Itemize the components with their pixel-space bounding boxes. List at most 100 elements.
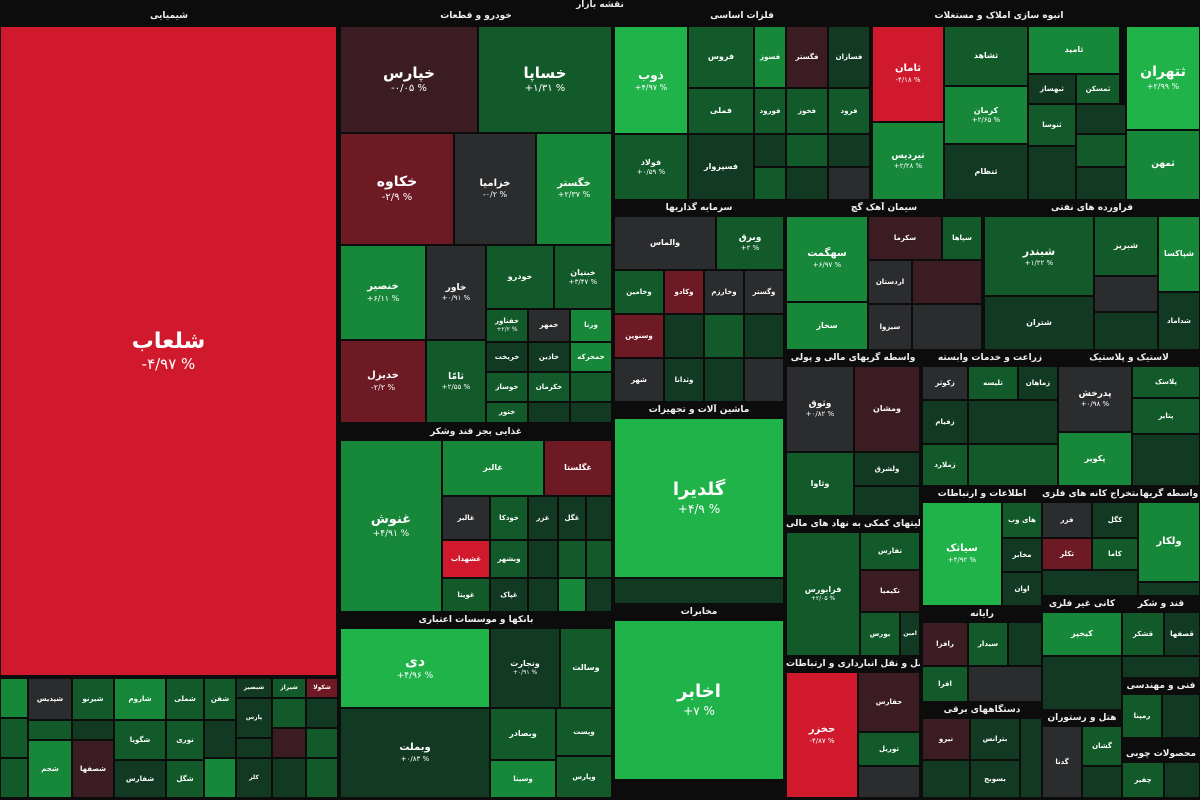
- stock-tile-t129[interactable]: شیرنو: [72, 678, 114, 720]
- stock-tile-t77[interactable]: گلدیرا +۴/۹ %: [614, 418, 784, 578]
- stock-tile-t89[interactable]: سیاتک +۴/۹۲ %: [922, 502, 1002, 606]
- minor-stock-tile[interactable]: [968, 666, 1042, 702]
- minor-stock-tile[interactable]: [754, 167, 786, 200]
- minor-stock-tile[interactable]: [1020, 718, 1042, 798]
- minor-stock-tile[interactable]: [1076, 104, 1126, 134]
- stock-tile-t68[interactable]: زکوثر: [922, 366, 968, 400]
- stock-tile-t41[interactable]: ثنظام: [944, 144, 1028, 200]
- stock-tile-t37[interactable]: کرمان +۲/۶۵ %: [944, 86, 1028, 144]
- stock-tile-t131[interactable]: شملی: [166, 678, 204, 720]
- stock-tile-t80[interactable]: غگلستا: [544, 440, 612, 496]
- minor-stock-tile[interactable]: [586, 578, 612, 612]
- stock-tile-t50[interactable]: وسنوین: [614, 314, 664, 358]
- stock-tile-t51[interactable]: شهر: [614, 358, 664, 402]
- stock-tile-t135[interactable]: شکولا: [306, 678, 338, 698]
- stock-tile-t93[interactable]: فزر: [1042, 502, 1092, 538]
- stock-tile-t79[interactable]: غالبر: [442, 440, 544, 496]
- stock-tile-t126[interactable]: گشان: [1082, 726, 1122, 766]
- stock-tile-t114[interactable]: افرا: [922, 666, 968, 702]
- stock-tile-t72[interactable]: زملارد: [922, 444, 968, 486]
- minor-stock-tile[interactable]: [1094, 312, 1158, 350]
- stock-tile-t15[interactable]: ورنا: [570, 309, 612, 342]
- minor-stock-tile[interactable]: [744, 358, 784, 402]
- stock-tile-t141[interactable]: شفارس: [114, 760, 166, 798]
- minor-stock-tile[interactable]: [1076, 167, 1126, 200]
- stock-tile-t30[interactable]: فرود: [828, 88, 870, 134]
- minor-stock-tile[interactable]: [558, 540, 586, 578]
- minor-stock-tile[interactable]: [704, 358, 744, 402]
- stock-tile-t98[interactable]: تفارس: [860, 532, 920, 570]
- minor-stock-tile[interactable]: [236, 738, 272, 758]
- stock-tile-t100[interactable]: تکیمیا: [860, 570, 920, 612]
- stock-tile-t12[interactable]: ثامّا +۲/۵۵ %: [426, 340, 486, 423]
- stock-tile-t95[interactable]: تکلر: [1042, 538, 1092, 570]
- stock-tile-t124[interactable]: بسوبج: [970, 760, 1020, 798]
- minor-stock-tile[interactable]: [858, 766, 920, 798]
- stock-tile-t63[interactable]: شداماد: [1158, 292, 1200, 350]
- stock-tile-t47[interactable]: وکادو: [664, 270, 704, 314]
- stock-tile-t4[interactable]: خکاوه -۲/۹ %: [340, 133, 454, 245]
- stock-tile-t19[interactable]: خوساز: [486, 372, 528, 402]
- minor-stock-tile[interactable]: [272, 728, 306, 758]
- stock-tile-t74[interactable]: پلاسک: [1132, 366, 1200, 398]
- stock-tile-t125[interactable]: گدنا: [1042, 726, 1082, 798]
- minor-stock-tile[interactable]: [586, 496, 612, 540]
- stock-tile-t8[interactable]: خاور +۰/۹۱ %: [426, 245, 486, 340]
- minor-stock-tile[interactable]: [204, 720, 236, 758]
- minor-stock-tile[interactable]: [854, 486, 920, 516]
- minor-stock-tile[interactable]: [1162, 694, 1200, 738]
- stock-tile-t32[interactable]: فسپزوار: [688, 134, 754, 200]
- minor-stock-tile[interactable]: [528, 402, 570, 423]
- stock-tile-t81[interactable]: غالبر: [442, 496, 490, 540]
- minor-stock-tile[interactable]: [828, 134, 870, 167]
- stock-tile-t40[interactable]: تیردیس +۲/۲۸ %: [872, 122, 944, 200]
- minor-stock-tile[interactable]: [1042, 570, 1138, 596]
- stock-tile-t49[interactable]: وگستر: [744, 270, 784, 314]
- stock-tile-t31[interactable]: فولاد +۰/۵۹ %: [614, 134, 688, 200]
- stock-tile-t85[interactable]: غشهداب: [442, 540, 490, 578]
- stock-tile-t44[interactable]: والماس: [614, 216, 716, 270]
- stock-tile-t90[interactable]: های وب: [1002, 502, 1042, 538]
- stock-tile-t61[interactable]: شپاکسا: [1158, 216, 1200, 292]
- stock-tile-t109[interactable]: وپست: [556, 708, 612, 756]
- stock-tile-t13[interactable]: خفناور +۲/۲ %: [486, 309, 528, 342]
- stock-tile-t123[interactable]: بترانس: [970, 718, 1020, 760]
- minor-stock-tile[interactable]: [272, 698, 306, 728]
- stock-tile-t16[interactable]: خریخت: [486, 342, 528, 372]
- minor-stock-tile[interactable]: [744, 314, 784, 358]
- stock-tile-t52[interactable]: وثدانا: [664, 358, 704, 402]
- stock-tile-t28[interactable]: فورود: [754, 88, 786, 134]
- minor-stock-tile[interactable]: [786, 134, 828, 167]
- stock-tile-t64[interactable]: وثوق +۰/۸۲ %: [786, 366, 854, 452]
- minor-stock-tile[interactable]: [570, 402, 612, 423]
- stock-tile-t106[interactable]: وسالت: [560, 628, 612, 708]
- minor-stock-tile[interactable]: [306, 698, 338, 728]
- stock-tile-t57[interactable]: سخاز: [786, 302, 868, 350]
- stock-tile-t110[interactable]: وسینا: [490, 760, 556, 798]
- stock-tile-t94[interactable]: کگل: [1092, 502, 1138, 538]
- stock-tile-t34[interactable]: ثشاهد: [944, 26, 1028, 86]
- stock-tile-t35[interactable]: ثامید: [1028, 26, 1120, 74]
- stock-tile-t107[interactable]: وبملت +۰/۸۳ %: [340, 708, 490, 798]
- stock-tile-t22[interactable]: ذوب +۴/۹۷ %: [614, 26, 688, 134]
- stock-tile-t2[interactable]: خپارس -۰/۰۵ %: [340, 26, 478, 133]
- minor-stock-tile[interactable]: [1008, 622, 1042, 666]
- stock-tile-t3[interactable]: خساپا +۱/۳۱ %: [478, 26, 612, 133]
- minor-stock-tile[interactable]: [558, 578, 586, 612]
- stock-tile-t62[interactable]: شتران: [984, 296, 1094, 350]
- stock-tile-t86[interactable]: وبشهر: [490, 540, 528, 578]
- stock-tile-t53[interactable]: سهگمت +۶/۹۷ %: [786, 216, 868, 302]
- stock-tile-t111[interactable]: وپارس: [556, 756, 612, 798]
- stock-tile-t139[interactable]: شجم: [28, 740, 72, 798]
- stock-tile-t116[interactable]: قشکر: [1122, 612, 1164, 656]
- stock-tile-t137[interactable]: نوری: [166, 720, 204, 760]
- stock-tile-t87[interactable]: غویتا: [442, 578, 490, 612]
- minor-stock-tile[interactable]: [754, 134, 786, 167]
- stock-tile-t134[interactable]: شیراز: [272, 678, 306, 698]
- stock-tile-t71[interactable]: زفیام: [922, 400, 968, 444]
- stock-tile-t59[interactable]: شبندر +۱/۲۲ %: [984, 216, 1094, 296]
- minor-stock-tile[interactable]: [72, 720, 114, 740]
- minor-stock-tile[interactable]: [1082, 766, 1122, 798]
- stock-tile-t27[interactable]: فملی: [688, 88, 754, 134]
- stock-tile-t122[interactable]: نیرو: [922, 718, 970, 760]
